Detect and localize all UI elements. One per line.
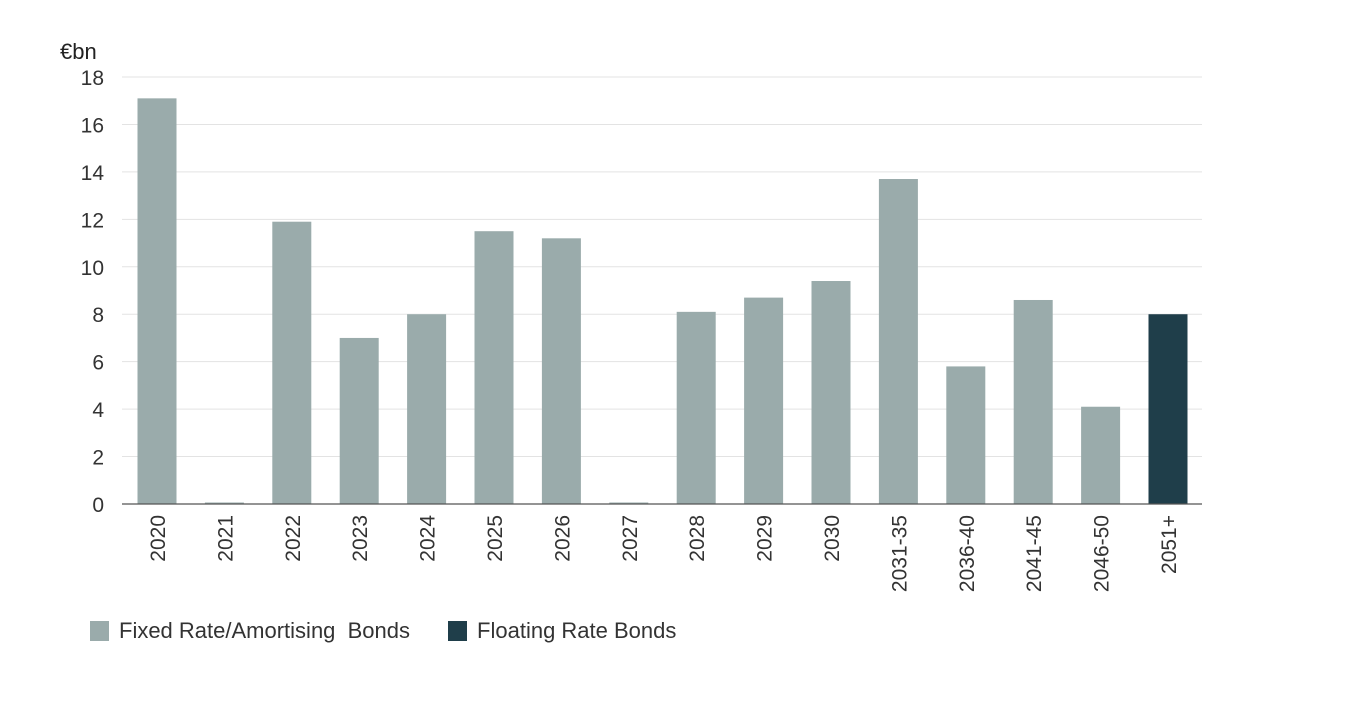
x-tick-label: 2051+ <box>1158 515 1181 574</box>
x-tick-label: 2026 <box>551 515 574 562</box>
legend-item-fixed: Fixed Rate/Amortising Bonds <box>90 618 410 644</box>
y-tick-label: 6 <box>92 352 104 375</box>
x-tick-label: 2023 <box>349 515 372 562</box>
y-tick-label: 8 <box>92 304 104 327</box>
y-tick-label: 18 <box>81 67 104 90</box>
legend-item-floating: Floating Rate Bonds <box>448 618 676 644</box>
y-tick-label: 2 <box>92 447 104 470</box>
x-tick-label: 2025 <box>484 515 507 562</box>
x-tick-label: 2028 <box>686 515 709 562</box>
x-tick-label: 2024 <box>417 515 440 562</box>
bar-2022-fixed <box>272 221 312 504</box>
y-tick-label: 12 <box>81 209 104 232</box>
x-tick-label: 2021 <box>214 515 237 562</box>
bar-2028-fixed <box>676 311 716 504</box>
bar-2029-fixed <box>744 297 784 504</box>
legend-swatch-fixed <box>90 621 109 641</box>
x-tick-label: 2031-35 <box>888 515 911 592</box>
legend-label-fixed: Fixed Rate/Amortising Bonds <box>119 618 411 643</box>
legend-swatch-floating <box>448 621 468 641</box>
bar-2051+-floating <box>1148 314 1188 504</box>
x-tick-label: 2041-45 <box>1023 515 1046 592</box>
x-tick-label: 2046-50 <box>1091 515 1114 592</box>
x-tick-label: 2036-40 <box>956 515 979 592</box>
bar-2036-40-fixed <box>946 366 986 504</box>
legend-label-floating: Floating Rate Bonds <box>477 618 677 643</box>
y-axis-ticks: 0 2 4 6 8 10 12 14 16 18 <box>81 67 105 517</box>
bar-2046-50-fixed <box>1081 406 1121 504</box>
y-tick-label: 4 <box>92 399 104 422</box>
x-tick-label: 2030 <box>821 515 844 562</box>
x-axis-ticks: 2020 2021 2022 2023 2024 2025 2026 2027 2028 2029… <box>147 515 1181 592</box>
x-tick-label: 2029 <box>754 515 777 562</box>
bar-2020-fixed <box>137 98 177 504</box>
y-tick-label: 14 <box>81 162 105 185</box>
bar-2041-45-fixed <box>1013 299 1053 504</box>
y-tick-label: 16 <box>81 114 104 137</box>
bar-2026-fixed <box>541 238 581 505</box>
bars <box>137 98 1188 505</box>
bar-2024-fixed <box>407 314 447 504</box>
y-axis-unit-label: €bn <box>60 39 97 64</box>
bar-2025-fixed <box>474 231 514 504</box>
bar-2023-fixed <box>339 337 379 504</box>
x-tick-label: 2020 <box>147 515 170 562</box>
legend: Fixed Rate/Amortising Bonds Floating Rat… <box>90 618 714 644</box>
x-tick-label: 2022 <box>282 515 305 562</box>
bar-2031-35-fixed <box>878 179 918 504</box>
y-tick-label: 10 <box>81 257 104 280</box>
x-tick-label: 2027 <box>619 515 642 562</box>
bar-2030-fixed <box>811 281 851 504</box>
y-tick-label: 0 <box>92 494 104 517</box>
